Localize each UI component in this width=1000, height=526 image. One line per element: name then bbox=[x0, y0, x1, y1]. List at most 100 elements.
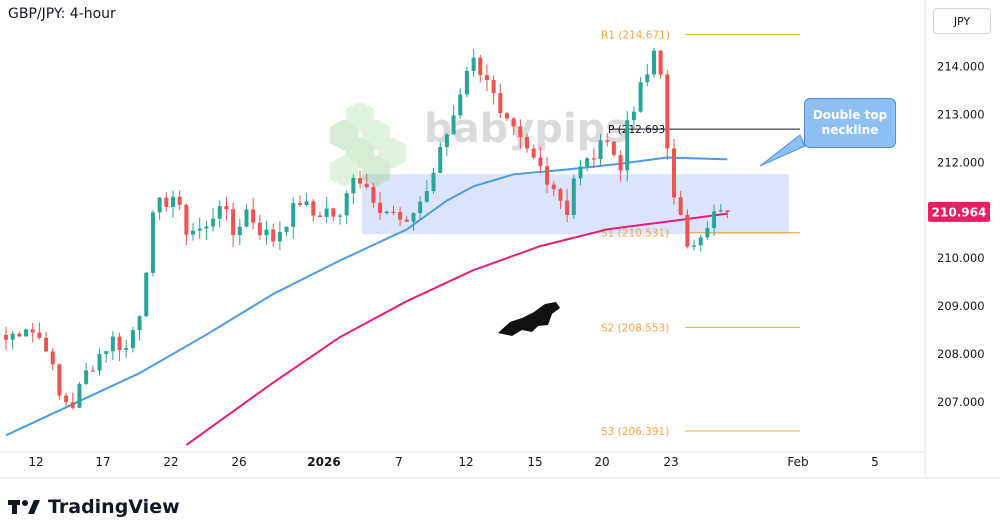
candle-body bbox=[204, 226, 209, 229]
candle-body bbox=[44, 337, 49, 352]
candle-body bbox=[558, 189, 563, 201]
callout-pointer bbox=[759, 134, 806, 167]
moving-average-blue bbox=[5, 156, 728, 437]
candle-body bbox=[17, 333, 22, 337]
candle-body bbox=[672, 148, 676, 198]
candle-body bbox=[84, 370, 89, 384]
candle-body bbox=[611, 141, 616, 156]
candle-body bbox=[585, 158, 590, 167]
candle-body bbox=[30, 329, 35, 333]
candle-body bbox=[698, 237, 703, 246]
candle-body bbox=[217, 206, 222, 219]
candle-body bbox=[371, 187, 376, 203]
currency-button[interactable]: JPY bbox=[933, 8, 991, 34]
pivot-label-s3: S3 (206.391) bbox=[601, 426, 669, 438]
candle-body bbox=[384, 211, 389, 213]
candle-body bbox=[4, 334, 8, 340]
candle-body bbox=[651, 50, 656, 75]
candle-body bbox=[598, 140, 603, 160]
candle-body bbox=[64, 395, 69, 403]
x-tick-label: 26 bbox=[231, 455, 246, 469]
candle-body bbox=[291, 203, 296, 227]
candle-body bbox=[631, 111, 636, 121]
x-tick-label: 15 bbox=[527, 455, 542, 469]
candle-body bbox=[10, 333, 15, 340]
candle-body bbox=[324, 208, 329, 218]
candle-body bbox=[157, 197, 162, 213]
candle-body bbox=[338, 215, 342, 217]
candle-body bbox=[685, 214, 690, 247]
candle-body bbox=[658, 50, 663, 75]
candle-body bbox=[498, 93, 503, 114]
candle-body bbox=[77, 383, 82, 408]
watermark-cube bbox=[362, 155, 390, 187]
candle-body bbox=[90, 370, 95, 372]
candle-body bbox=[137, 316, 142, 331]
candle-body bbox=[197, 228, 202, 231]
candle-body bbox=[518, 126, 523, 138]
candle-body bbox=[471, 57, 476, 71]
candle-body bbox=[538, 157, 543, 167]
candle-body bbox=[458, 94, 463, 116]
y-tick-label: 207.000 bbox=[937, 395, 985, 409]
candle-body bbox=[231, 209, 236, 236]
candle-body bbox=[511, 118, 516, 127]
candle-body bbox=[478, 57, 483, 76]
pivot-label-s2: S2 (208.553) bbox=[601, 322, 669, 334]
candle-body bbox=[124, 348, 129, 351]
x-tick-label: 5 bbox=[871, 455, 879, 469]
candle-body bbox=[104, 351, 109, 354]
candle-body bbox=[505, 113, 509, 119]
candle-body bbox=[665, 74, 670, 149]
candle-body bbox=[391, 211, 396, 213]
candle-body bbox=[50, 351, 55, 365]
watermark-cube bbox=[362, 119, 390, 151]
candle-body bbox=[398, 211, 403, 220]
watermark-cube bbox=[346, 137, 374, 169]
candle-body bbox=[591, 158, 596, 160]
candle-body bbox=[418, 201, 423, 214]
candle-body bbox=[130, 330, 135, 349]
tradingview-icon bbox=[8, 500, 40, 514]
candle-body bbox=[144, 272, 149, 317]
candle-body bbox=[645, 74, 650, 83]
bull-icon bbox=[498, 302, 560, 336]
x-tick-label: 7 bbox=[395, 455, 403, 469]
x-tick-label: 22 bbox=[163, 455, 178, 469]
candle-body bbox=[311, 201, 316, 216]
y-tick-label: 212.000 bbox=[937, 155, 985, 169]
y-tick-label: 210.000 bbox=[937, 251, 985, 265]
candle-body bbox=[97, 353, 102, 371]
candle-body bbox=[358, 177, 363, 184]
candle-body bbox=[257, 222, 262, 236]
pivot-label-r1: R1 (214.671) bbox=[601, 29, 670, 41]
pivot-label-s1: S1 (210.531) bbox=[601, 228, 669, 240]
candle-body bbox=[224, 206, 229, 210]
watermark-cube bbox=[378, 137, 406, 169]
candle-body bbox=[551, 184, 556, 190]
tradingview-logo[interactable]: TradingView bbox=[8, 496, 180, 518]
candle-body bbox=[171, 196, 175, 207]
y-tick-label: 214.000 bbox=[937, 60, 985, 74]
candle-body bbox=[191, 230, 196, 235]
x-tick-label: 2026 bbox=[307, 455, 340, 469]
candle-body bbox=[184, 204, 189, 235]
candle-body bbox=[24, 329, 29, 337]
candle-body bbox=[237, 226, 242, 236]
candle-body bbox=[317, 215, 322, 218]
candle-body bbox=[678, 197, 683, 215]
candles bbox=[4, 47, 730, 410]
pivot-label-pivot: P (212.693) bbox=[608, 124, 669, 136]
candle-body bbox=[725, 210, 730, 213]
last-price-badge bbox=[928, 201, 990, 222]
x-tick-label: 23 bbox=[663, 455, 678, 469]
candle-body bbox=[244, 209, 249, 227]
candle-body bbox=[712, 211, 717, 228]
y-tick-label: 208.000 bbox=[937, 347, 985, 361]
candle-body bbox=[364, 183, 369, 188]
candle-body bbox=[284, 226, 289, 232]
candle-body bbox=[351, 177, 356, 194]
x-tick-label: 12 bbox=[458, 455, 473, 469]
